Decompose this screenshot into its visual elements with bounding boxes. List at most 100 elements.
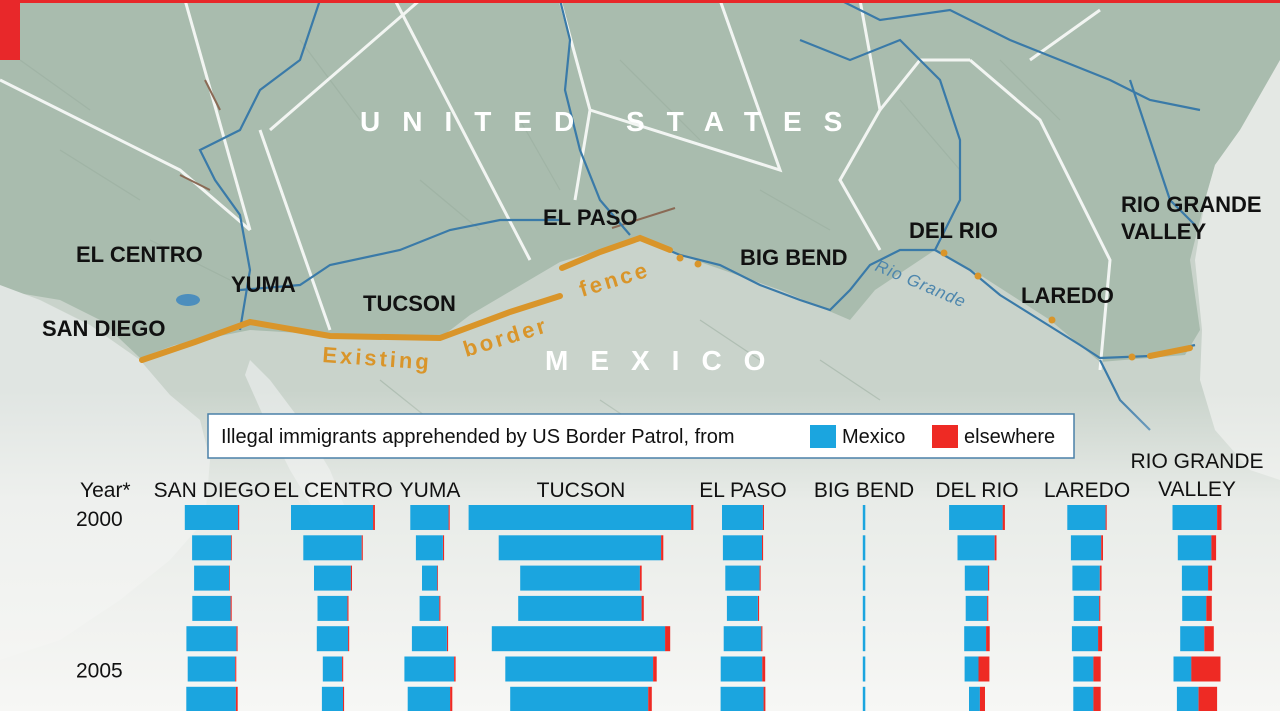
bar-mexico-2-2004 (411, 626, 447, 652)
bar-elsewhere-2-2005 (454, 656, 456, 682)
bar-elsewhere-8-2001 (1211, 535, 1217, 561)
bar-mexico-2-2002 (422, 565, 438, 591)
sector-label-tucson: TUCSON (363, 291, 456, 316)
bar-mexico-1-2006 (321, 686, 344, 711)
bar-mexico-8-2001 (1177, 535, 1212, 561)
bar-mexico-6-2005 (964, 656, 979, 682)
bar-elsewhere-1-2002 (350, 565, 352, 591)
bar-mexico-1-2004 (316, 626, 349, 652)
bar-elsewhere-3-2006 (648, 686, 652, 711)
bar-mexico-4-2005 (720, 656, 763, 682)
bar-elsewhere-7-2000 (1105, 505, 1107, 530)
bar-elsewhere-7-2005 (1093, 656, 1101, 682)
column-header-rio-grande-valley-1: RIO GRANDE (1130, 450, 1263, 473)
bar-mexico-3-2001 (498, 535, 662, 561)
bar-mexico-8-2006 (1176, 686, 1199, 711)
column-header-rio-grande-valley-2: VALLEY (1158, 478, 1236, 501)
bar-mexico-7-2003 (1073, 595, 1100, 621)
bar-mexico-0-2001 (192, 535, 232, 561)
bar-mexico-5-2006 (862, 686, 866, 711)
bar-elsewhere-2-2002 (437, 565, 438, 591)
bar-mexico-4-2002 (725, 565, 760, 591)
column-header-el-centro: EL CENTRO (273, 479, 392, 502)
bar-elsewhere-0-2006 (235, 686, 238, 711)
legend-label-mexico: Mexico (842, 426, 905, 448)
bar-elsewhere-0-2001 (231, 535, 232, 561)
bar-elsewhere-0-2005 (235, 656, 237, 682)
bar-mexico-6-2003 (965, 595, 988, 621)
bar-elsewhere-0-2003 (230, 595, 232, 621)
sector-label-big-bend: BIG BEND (740, 245, 848, 270)
bar-elsewhere-3-2000 (691, 505, 694, 530)
bar-mexico-4-2001 (722, 535, 762, 561)
bar-elsewhere-2-2001 (443, 535, 445, 561)
bar-elsewhere-3-2004 (665, 626, 671, 652)
bar-mexico-5-2004 (862, 626, 866, 652)
bar-elsewhere-3-2001 (661, 535, 664, 561)
bar-mexico-0-2005 (187, 656, 236, 682)
pecos-river (799, 38, 962, 251)
bar-mexico-4-2004 (723, 626, 762, 652)
bar-mexico-0-2004 (186, 626, 237, 652)
sector-label-rio-grande-valley-1: RIO GRANDE (1121, 192, 1262, 217)
bar-mexico-7-2005 (1073, 656, 1094, 682)
colorado-river (198, 0, 322, 331)
sector-label-yuma: YUMA (231, 272, 296, 297)
bar-elsewhere-1-2001 (361, 535, 363, 561)
bar-elsewhere-6-2006 (979, 686, 985, 711)
bar-mexico-3-2006 (510, 686, 649, 711)
bar-elsewhere-2-2003 (439, 595, 441, 621)
rio-grande (639, 236, 1196, 360)
bar-mexico-3-2005 (505, 656, 654, 682)
column-header-el-paso: EL PASO (699, 479, 787, 502)
bar-mexico-8-2004 (1180, 626, 1205, 652)
chart-title: Illegal immigrants apprehended by US Bor… (221, 426, 735, 448)
texas-river (1128, 79, 1196, 226)
bar-mexico-6-2004 (964, 626, 987, 652)
sector-label-el-centro: EL CENTRO (76, 242, 203, 267)
bar-mexico-8-2002 (1181, 565, 1209, 591)
bar-mexico-6-2000 (949, 505, 1003, 530)
bar-mexico-2-2003 (419, 595, 440, 621)
bar-mexico-5-2001 (862, 535, 866, 561)
column-header-laredo: LAREDO (1044, 479, 1130, 502)
bar-elsewhere-6-2005 (978, 656, 990, 682)
bar-elsewhere-2-2004 (447, 626, 449, 652)
bar-mexico-3-2000 (468, 505, 692, 530)
bar-mexico-0-2002 (194, 565, 230, 591)
bar-mexico-5-2003 (862, 595, 866, 621)
bar-mexico-3-2002 (520, 565, 640, 591)
year-label-2005: 2005 (76, 660, 123, 683)
bar-elsewhere-0-2000 (238, 505, 240, 530)
bar-mexico-2-2001 (415, 535, 443, 561)
bar-mexico-1-2002 (314, 565, 351, 591)
bar-elsewhere-0-2004 (236, 626, 238, 652)
salton-sea (176, 294, 200, 306)
bar-elsewhere-3-2003 (641, 595, 644, 621)
bar-elsewhere-6-2001 (994, 535, 997, 561)
year-labels: 2000 2005 (76, 508, 123, 683)
bar-mexico-7-2004 (1071, 626, 1099, 652)
bar-mexico-1-2003 (317, 595, 348, 621)
bar-elsewhere-6-2003 (987, 595, 989, 621)
bar-elsewhere-0-2002 (229, 565, 230, 591)
bar-elsewhere-8-2003 (1206, 595, 1212, 621)
legend-swatch-elsewhere (932, 425, 958, 448)
bar-elsewhere-2-2006 (450, 686, 453, 711)
bar-elsewhere-6-2004 (986, 626, 990, 652)
border-fence (139, 234, 1193, 363)
bar-elsewhere-8-2006 (1198, 686, 1218, 711)
gila-river (239, 218, 560, 292)
gulf-water (1195, 60, 1280, 480)
bar-mexico-1-2000 (291, 505, 374, 530)
bar-elsewhere-4-2006 (763, 686, 766, 711)
country-label-us: UNITED STATES (360, 106, 864, 137)
bar-elsewhere-4-2001 (762, 535, 764, 561)
bar-elsewhere-8-2000 (1217, 505, 1222, 530)
bar-elsewhere-2-2000 (448, 505, 450, 530)
column-header-yuma: YUMA (400, 479, 461, 502)
bar-elsewhere-8-2004 (1204, 626, 1214, 652)
state-borders (0, 0, 1112, 371)
